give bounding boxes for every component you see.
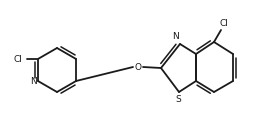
Text: Cl: Cl xyxy=(13,54,22,63)
Text: S: S xyxy=(175,95,181,104)
Text: N: N xyxy=(172,32,179,41)
Text: N: N xyxy=(30,76,37,86)
Text: Cl: Cl xyxy=(220,20,229,28)
Text: O: O xyxy=(134,63,141,72)
